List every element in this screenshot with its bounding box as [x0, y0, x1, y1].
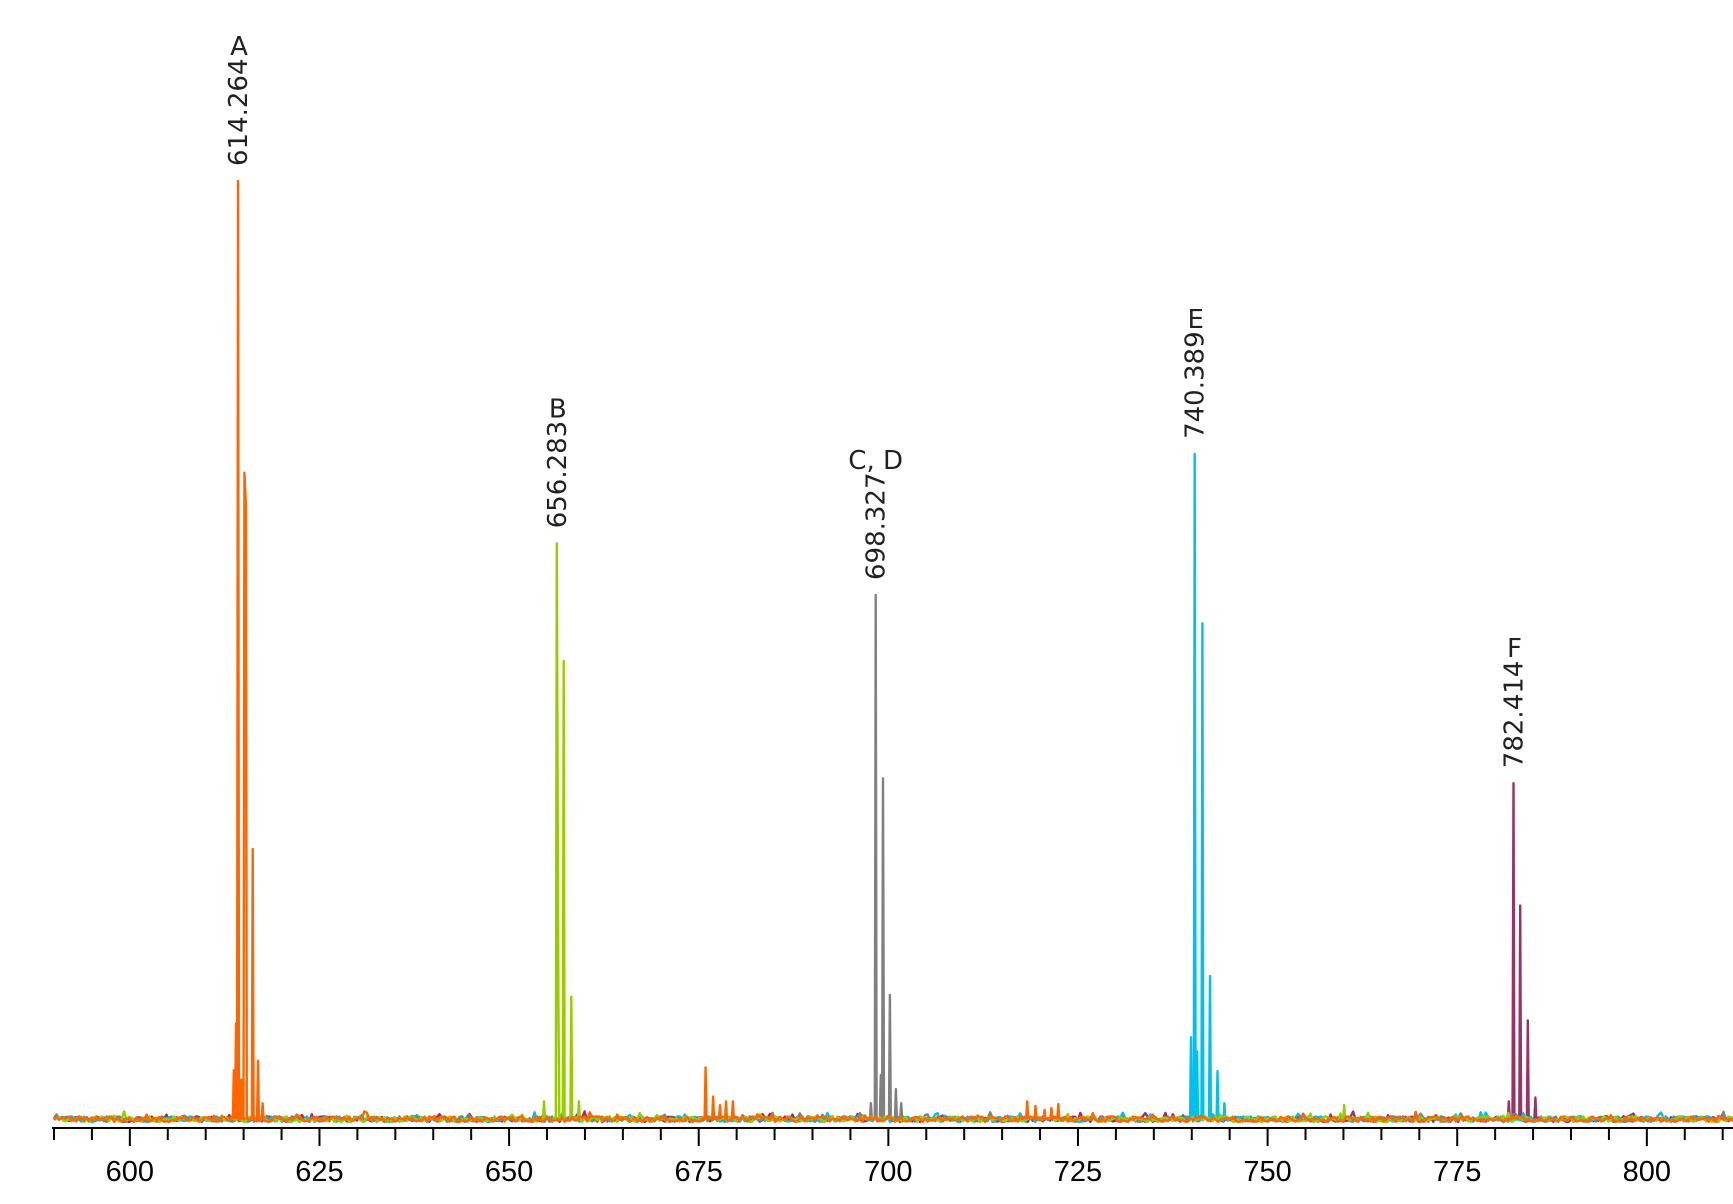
- peak-mass-label: 656.283: [543, 421, 573, 529]
- x-tick-label: 600: [106, 1156, 154, 1188]
- x-tick-label: 725: [1054, 1156, 1102, 1188]
- peak-mass-label: 782.414: [1500, 661, 1530, 769]
- peak-mass-label: 614.264: [224, 58, 254, 166]
- spectrum-series-1: [53, 542, 1733, 1124]
- peak-letter-label: E: [1187, 305, 1203, 335]
- x-tick-label: 775: [1433, 1156, 1481, 1188]
- spectrum-series-4: [53, 782, 1733, 1124]
- spectrum-series-layer: [52, 179, 1733, 1124]
- spectrum-series-3: [53, 452, 1733, 1124]
- spectrum-series-0: [53, 179, 1733, 1124]
- x-axis: 600 625 650 675 700 725 750 775 800: [52, 1127, 1733, 1188]
- x-tick-label: 650: [485, 1156, 533, 1188]
- spectrum-series-2: [52, 593, 1733, 1124]
- x-tick-label: 675: [675, 1156, 723, 1188]
- x-tick-label: 750: [1243, 1156, 1291, 1188]
- peak-letter-label: B: [549, 394, 567, 424]
- peak-letter-label: C, D: [848, 446, 903, 476]
- peak-mass-label: 698.327: [862, 472, 892, 580]
- peak-letter-label: F: [1507, 634, 1522, 664]
- x-tick-label: 800: [1623, 1156, 1671, 1188]
- x-tick-label: 700: [864, 1156, 912, 1188]
- x-tick-label: 625: [295, 1156, 343, 1188]
- peak-mass-label: 740.389: [1181, 331, 1211, 439]
- peak-letter-label: A: [230, 32, 248, 62]
